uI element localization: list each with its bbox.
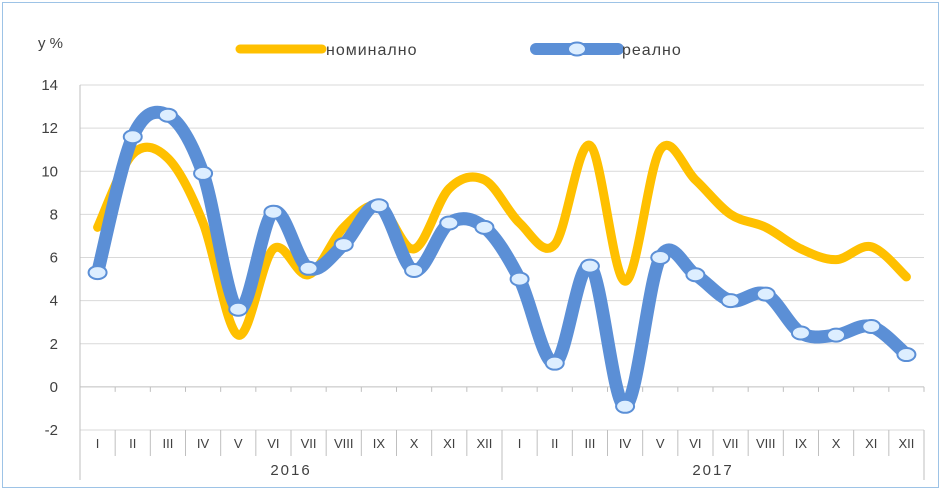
x-tick-label: VIII	[334, 436, 354, 451]
x-tick-label: VII	[723, 436, 739, 451]
data-point	[87, 265, 108, 281]
data-point	[298, 260, 319, 276]
data-point	[263, 204, 284, 220]
x-tick-label: II	[551, 436, 558, 451]
x-tick-label: XII	[476, 436, 492, 451]
data-point	[404, 262, 425, 278]
series-layer	[87, 105, 917, 414]
y-tick-label: 10	[41, 163, 58, 180]
series-line-real	[91, 105, 913, 413]
x-tick-label: I	[96, 436, 100, 451]
data-point	[474, 219, 495, 235]
data-point	[333, 237, 354, 253]
x-tick-label: V	[234, 436, 243, 451]
data-point	[193, 165, 214, 181]
legend-marker-real	[567, 41, 587, 57]
x-tick-label: VI	[267, 436, 279, 451]
x-tick-label: IV	[619, 436, 632, 451]
x-tick-label: II	[129, 436, 136, 451]
data-point	[509, 271, 530, 287]
data-point	[650, 250, 671, 265]
data-point	[122, 129, 143, 145]
y-axis-unit-label: у %	[38, 35, 63, 52]
x-tick-label: I	[518, 436, 522, 451]
y-tick-label: 12	[41, 120, 58, 137]
data-point	[755, 286, 776, 302]
year-label: 2016	[270, 462, 311, 479]
x-tick-label: III	[584, 436, 595, 451]
y-tick-label: 8	[50, 206, 58, 223]
x-tick-label: XI	[865, 436, 877, 451]
data-point	[544, 355, 565, 371]
y-tick-label: 2	[50, 336, 58, 353]
data-point	[790, 325, 811, 341]
x-tick-label: III	[162, 436, 173, 451]
x-tick-label: VIII	[756, 436, 776, 451]
data-point	[228, 301, 249, 317]
data-point	[615, 398, 636, 414]
y-tick-label: 6	[50, 250, 58, 267]
year-label: 2017	[692, 462, 733, 479]
x-tick-label: V	[656, 436, 665, 451]
x-tick-label: XII	[898, 436, 914, 451]
data-point	[720, 293, 741, 309]
y-tick-label: 4	[50, 293, 58, 310]
data-point	[439, 215, 460, 231]
x-tick-label: VII	[301, 436, 317, 451]
x-tick-label: X	[410, 436, 419, 451]
x-tick-label: IX	[373, 436, 386, 451]
legend-label-nominal: номинално	[326, 42, 417, 59]
x-tick-label: IX	[795, 436, 808, 451]
data-point	[826, 327, 847, 343]
data-point	[579, 258, 600, 274]
y-tick-label: 0	[50, 379, 58, 396]
data-point	[861, 319, 882, 334]
x-tick-label: XI	[443, 436, 455, 451]
legend: номинално реално	[235, 41, 682, 59]
data-point	[685, 267, 706, 283]
data-point	[896, 347, 917, 363]
x-tick-label: IV	[197, 436, 210, 451]
data-point	[157, 107, 178, 123]
y-tick-label: -2	[45, 422, 58, 439]
data-point	[368, 198, 389, 214]
x-tick-label: X	[832, 436, 841, 451]
x-tick-label: VI	[689, 436, 701, 451]
y-tick-label: 14	[41, 77, 58, 94]
legend-label-real: реално	[622, 42, 682, 59]
series-line-nominal	[93, 140, 911, 340]
